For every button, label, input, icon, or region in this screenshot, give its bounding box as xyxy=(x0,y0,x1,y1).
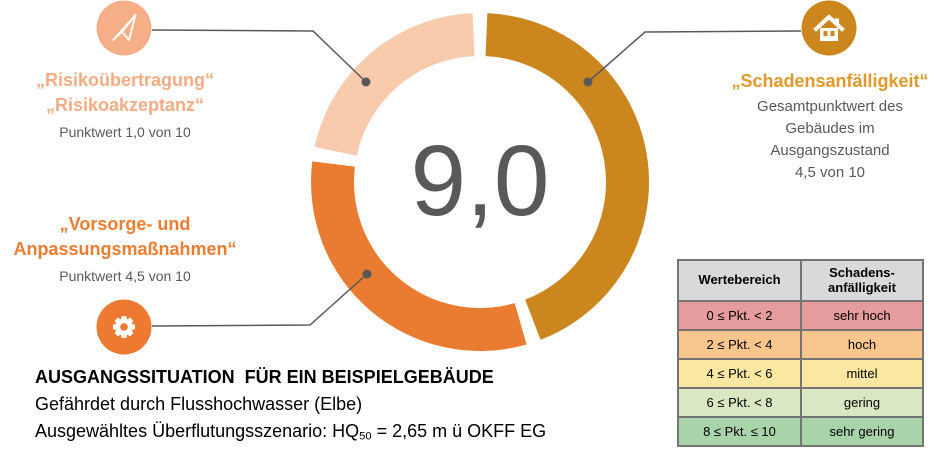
footer-scenario-post: = 2,65 m ü OKFF EG xyxy=(371,421,547,441)
donut-chart xyxy=(311,13,650,351)
footer-text-block: AUSGANGSSITUATION FÜR EIN BEISPIELGEBÄUD… xyxy=(35,364,635,450)
legend-header-range: Wertebereich xyxy=(677,259,802,302)
leader-line-vulnerability xyxy=(587,30,802,83)
leader-dot-prevention xyxy=(362,269,372,279)
footer-scenario-line: Ausgewähltes Überflutungsszenario: HQ50 … xyxy=(35,418,635,450)
legend-range-cell: 4 ≤ Pkt. < 6 xyxy=(677,358,802,389)
donut-segment-risikouebertragung-akzeptanz xyxy=(314,13,475,156)
donut-segment-vorsorge-anpassung xyxy=(311,161,527,351)
house-glyph xyxy=(813,14,845,41)
paper-plane-icon xyxy=(96,0,152,56)
legend-row-hoch: 2 ≤ Pkt. < 4 hoch xyxy=(677,329,924,360)
legend-range-cell: 8 ≤ Pkt. ≤ 10 xyxy=(677,416,802,447)
house-icon xyxy=(801,0,857,56)
legend-row-mittel: 4 ≤ Pkt. < 6 mittel xyxy=(677,358,924,389)
vulnerability-legend-table: Wertebereich Schadens- anfälligkeit 0 ≤ … xyxy=(677,259,924,447)
legend-row-gering: 6 ≤ Pkt. < 8 gering xyxy=(677,387,924,418)
callout-risk-transfer: „Risikoübertragung“ „Risikoakzeptanz“ Pu… xyxy=(8,68,242,142)
vulnerability-title: „Schadensanfälligkeit“ xyxy=(731,71,929,91)
legend-range-cell: 2 ≤ Pkt. < 4 xyxy=(677,329,802,360)
prevention-title-line1: „Vorsorge- und xyxy=(59,214,191,234)
vulnerability-body-line4: 4,5 von 10 xyxy=(794,164,866,181)
legend-header-label: Schadens- anfälligkeit xyxy=(800,259,924,302)
leader-dot-vulnerability xyxy=(583,77,593,87)
paper-plane-glyph xyxy=(112,13,137,41)
legend-row-sehr-hoch: 0 ≤ Pkt. < 2 sehr hoch xyxy=(677,300,924,331)
leader-line-risk-transfer xyxy=(151,29,367,83)
legend-label-cell: sehr hoch xyxy=(800,300,924,331)
risk-transfer-title-line1: „Risikoübertragung“ xyxy=(35,70,214,90)
prevention-score: Punktwert 4,5 von 10 xyxy=(59,268,191,284)
gear-icon xyxy=(96,299,152,355)
legend-row-sehr-gering: 8 ≤ Pkt. ≤ 10 sehr gering xyxy=(677,416,924,447)
legend-label-cell: mittel xyxy=(800,358,924,389)
legend-header-row: Wertebereich Schadens- anfälligkeit xyxy=(677,259,924,302)
footer-headline: AUSGANGSSITUATION FÜR EIN BEISPIELGEBÄUD… xyxy=(35,367,494,387)
legend-label-cell: gering xyxy=(800,387,924,418)
footer-scenario-pre: Ausgewähltes Überflutungsszenario: HQ xyxy=(35,421,360,441)
callout-prevention: „Vorsorge- und Anpassungsmaßnahmen“ Punk… xyxy=(8,212,242,286)
risk-transfer-title-line2: „Risikoakzeptanz“ xyxy=(45,95,205,115)
legend-range-cell: 6 ≤ Pkt. < 8 xyxy=(677,387,802,418)
vulnerability-body-line1: Gesamtpunktwert des xyxy=(757,98,903,115)
footer-scenario-sub: 50 xyxy=(359,430,372,443)
vulnerability-body-line3: Ausgangszustand xyxy=(770,142,890,159)
vulnerability-body-line2: Gebäudes im xyxy=(785,120,875,137)
leader-line-prevention xyxy=(151,273,368,327)
legend-range-cell: 0 ≤ Pkt. < 2 xyxy=(677,300,802,331)
footer-hazard-line: Gefährdet durch Flusshochwasser (Elbe) xyxy=(35,394,363,414)
donut-center-value: 9,0 xyxy=(410,125,550,237)
donut-segment-schadensanfaelligkeit xyxy=(485,13,650,340)
leader-dot-risk-transfer xyxy=(361,77,371,87)
gear-glyph xyxy=(113,316,135,338)
legend-label-cell: hoch xyxy=(800,329,924,360)
callout-vulnerability: „Schadensanfälligkeit“ Gesamtpunktwert d… xyxy=(712,69,945,184)
risk-transfer-score: Punktwert 1,0 von 10 xyxy=(59,124,191,140)
prevention-title-line2: Anpassungsmaßnahmen“ xyxy=(13,239,237,259)
legend-label-cell: sehr gering xyxy=(800,416,924,447)
